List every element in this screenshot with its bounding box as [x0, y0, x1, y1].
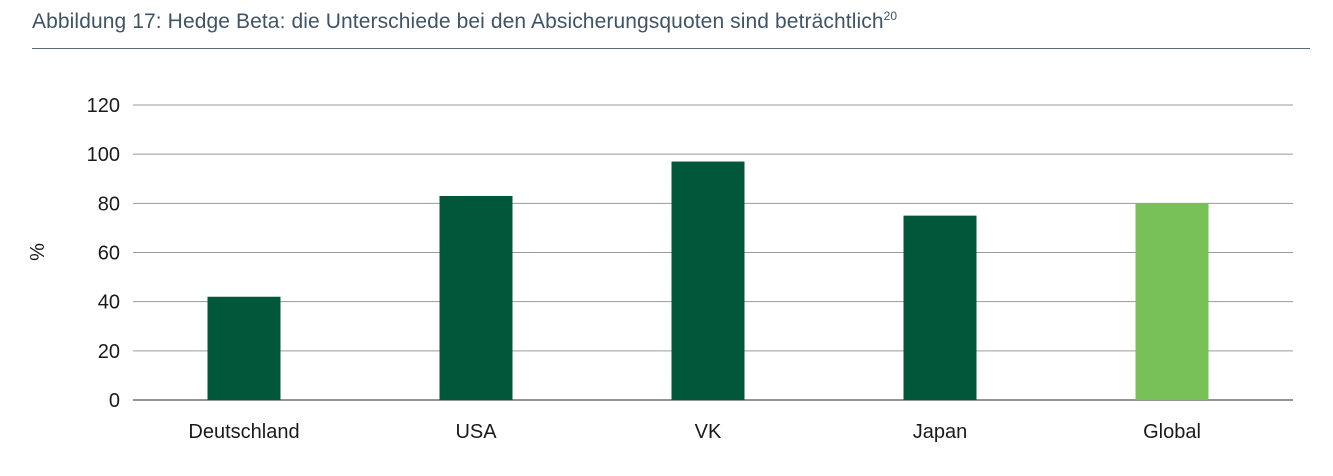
- y-tick-label: 60: [98, 243, 120, 265]
- title-footnote-marker: 20: [883, 9, 898, 23]
- bar-deutschland: [207, 296, 281, 400]
- x-tick-label: Deutschland: [188, 421, 299, 443]
- x-tick-label: Global: [1143, 421, 1201, 443]
- chart-header: Abbildung 17: Hedge Beta: die Unterschie…: [32, 6, 1310, 49]
- chart-title-text: Abbildung 17: Hedge Beta: die Unterschie…: [32, 10, 884, 33]
- x-tick-label: USA: [455, 421, 497, 443]
- x-axis-labels: Deutschland USA VK Japan Global: [188, 421, 1201, 443]
- bar-usa: [439, 195, 513, 400]
- y-axis-label: %: [27, 243, 49, 261]
- y-tick-label: 100: [87, 144, 120, 166]
- bars: [207, 161, 1209, 400]
- y-tick-label: 80: [98, 193, 120, 215]
- bar-global: [1135, 203, 1209, 400]
- chart-title: Abbildung 17: Hedge Beta: die Unterschie…: [32, 10, 897, 34]
- x-tick-label: VK: [695, 421, 722, 443]
- y-tick-label: 120: [87, 95, 120, 117]
- bar-japan: [903, 215, 977, 400]
- y-tick-label: 20: [98, 341, 120, 363]
- y-axis-ticks: 0 20 40 60 80 100 120: [87, 95, 120, 412]
- bar-vk: [671, 161, 745, 400]
- y-tick-label: 40: [98, 292, 120, 314]
- x-tick-label: Japan: [913, 421, 968, 443]
- y-tick-label: 0: [109, 390, 120, 412]
